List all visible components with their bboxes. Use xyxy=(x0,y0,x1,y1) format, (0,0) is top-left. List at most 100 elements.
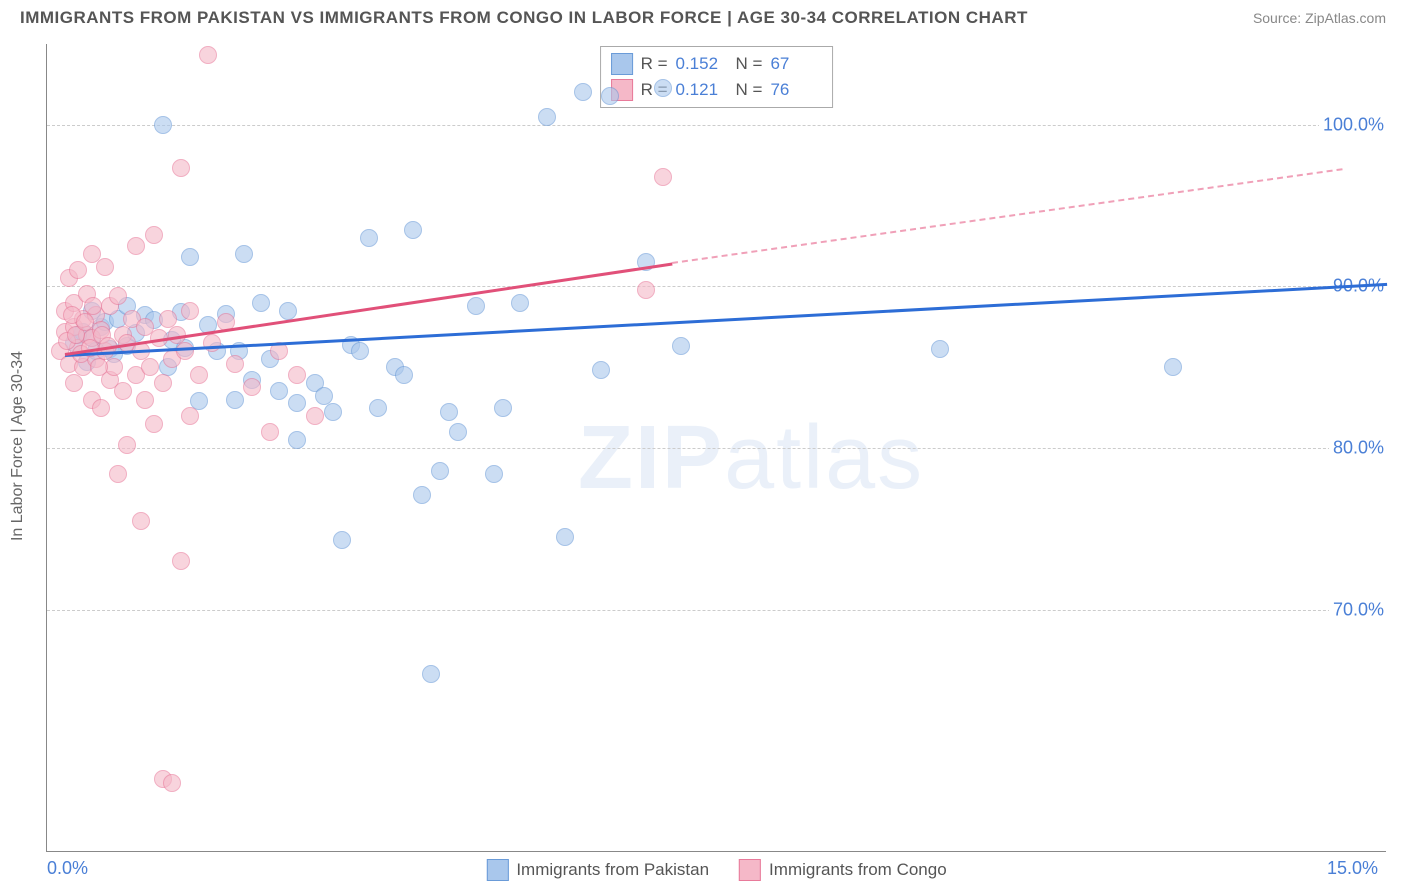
point-congo xyxy=(92,399,110,417)
point-pakistan xyxy=(252,294,270,312)
point-pakistan xyxy=(440,403,458,421)
point-congo xyxy=(181,302,199,320)
legend-r-value-0: 0.152 xyxy=(676,54,728,74)
point-pakistan xyxy=(931,340,949,358)
point-pakistan xyxy=(431,462,449,480)
point-congo xyxy=(109,287,127,305)
point-congo xyxy=(172,552,190,570)
point-congo xyxy=(172,159,190,177)
point-pakistan xyxy=(1164,358,1182,376)
swatch-pakistan xyxy=(611,53,633,75)
point-pakistan xyxy=(351,342,369,360)
legend-row-congo: R = 0.121 N = 76 xyxy=(611,77,823,103)
series-name-0: Immigrants from Pakistan xyxy=(516,860,709,880)
point-pakistan xyxy=(467,297,485,315)
point-pakistan xyxy=(315,387,333,405)
point-pakistan xyxy=(333,531,351,549)
point-pakistan xyxy=(360,229,378,247)
point-congo xyxy=(145,226,163,244)
point-congo xyxy=(136,391,154,409)
trendline-congo-extrapolated xyxy=(672,168,1342,264)
legend-n-value-1: 76 xyxy=(770,80,822,100)
x-tick-label: 0.0% xyxy=(47,858,88,879)
point-pakistan xyxy=(279,302,297,320)
point-congo xyxy=(141,358,159,376)
y-tick-label: 80.0% xyxy=(1329,438,1388,459)
point-congo xyxy=(154,374,172,392)
legend-n-label: N = xyxy=(736,80,763,100)
point-congo xyxy=(69,261,87,279)
point-congo xyxy=(637,281,655,299)
point-pakistan xyxy=(404,221,422,239)
point-pakistan xyxy=(511,294,529,312)
gridline xyxy=(47,286,1386,287)
point-pakistan xyxy=(324,403,342,421)
scatter-chart: ZIPatlas R = 0.152 N = 67 R = 0.121 N = … xyxy=(46,44,1386,852)
chart-title: IMMIGRANTS FROM PAKISTAN VS IMMIGRANTS F… xyxy=(20,8,1028,28)
swatch-congo xyxy=(739,859,761,881)
point-congo xyxy=(114,382,132,400)
point-congo xyxy=(159,310,177,328)
point-pakistan xyxy=(601,87,619,105)
gridline xyxy=(47,448,1386,449)
point-pakistan xyxy=(422,665,440,683)
point-congo xyxy=(306,407,324,425)
point-pakistan xyxy=(449,423,467,441)
point-pakistan xyxy=(654,79,672,97)
point-pakistan xyxy=(288,394,306,412)
point-pakistan xyxy=(395,366,413,384)
point-pakistan xyxy=(485,465,503,483)
point-congo xyxy=(243,378,261,396)
trendline-congo xyxy=(65,262,673,355)
legend-item-pakistan: Immigrants from Pakistan xyxy=(486,859,709,881)
point-pakistan xyxy=(226,391,244,409)
point-congo xyxy=(226,355,244,373)
point-pakistan xyxy=(270,382,288,400)
source-label: Source: ZipAtlas.com xyxy=(1253,10,1386,26)
series-legend: Immigrants from Pakistan Immigrants from… xyxy=(478,859,954,881)
point-congo xyxy=(65,374,83,392)
point-congo xyxy=(261,423,279,441)
point-pakistan xyxy=(154,116,172,134)
point-pakistan xyxy=(538,108,556,126)
watermark: ZIPatlas xyxy=(578,406,924,509)
point-pakistan xyxy=(369,399,387,417)
legend-r-label: R = xyxy=(641,54,668,74)
swatch-pakistan xyxy=(486,859,508,881)
gridline xyxy=(47,125,1386,126)
series-name-1: Immigrants from Congo xyxy=(769,860,947,880)
point-congo xyxy=(199,46,217,64)
point-congo xyxy=(96,258,114,276)
point-pakistan xyxy=(672,337,690,355)
legend-r-value-1: 0.121 xyxy=(676,80,728,100)
point-congo xyxy=(132,512,150,530)
point-congo xyxy=(163,774,181,792)
point-congo xyxy=(127,237,145,255)
legend-row-pakistan: R = 0.152 N = 67 xyxy=(611,51,823,77)
point-pakistan xyxy=(592,361,610,379)
point-congo xyxy=(176,342,194,360)
point-congo xyxy=(654,168,672,186)
point-pakistan xyxy=(574,83,592,101)
point-congo xyxy=(145,415,163,433)
point-congo xyxy=(90,358,108,376)
correlation-legend: R = 0.152 N = 67 R = 0.121 N = 76 xyxy=(600,46,834,108)
point-pakistan xyxy=(288,431,306,449)
legend-item-congo: Immigrants from Congo xyxy=(739,859,947,881)
point-pakistan xyxy=(556,528,574,546)
point-congo xyxy=(190,366,208,384)
point-congo xyxy=(288,366,306,384)
point-pakistan xyxy=(494,399,512,417)
x-tick-label: 15.0% xyxy=(1327,858,1378,879)
point-pakistan xyxy=(181,248,199,266)
point-pakistan xyxy=(235,245,253,263)
gridline xyxy=(47,610,1386,611)
legend-n-value-0: 67 xyxy=(770,54,822,74)
point-congo xyxy=(84,297,102,315)
point-congo xyxy=(76,313,94,331)
point-congo xyxy=(181,407,199,425)
legend-n-label: N = xyxy=(736,54,763,74)
point-congo xyxy=(109,465,127,483)
y-tick-label: 70.0% xyxy=(1329,599,1388,620)
point-congo xyxy=(118,436,136,454)
